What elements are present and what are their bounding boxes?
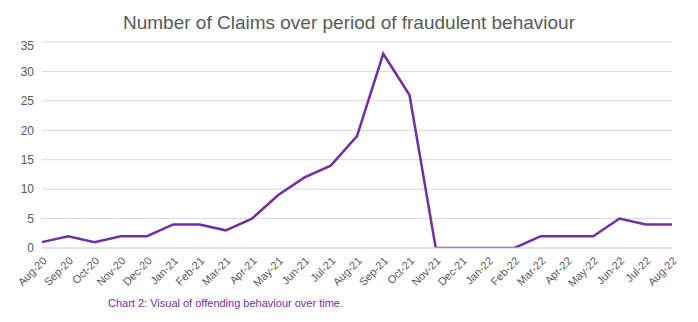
svg-text:Mar-22: Mar-22 xyxy=(515,254,548,287)
svg-text:5: 5 xyxy=(27,212,34,226)
html-text:Number of Claims over period o: Number of Claims over period of fraudule… xyxy=(123,12,575,33)
svg-text:30: 30 xyxy=(21,65,35,79)
svg-text:Jul-21: Jul-21 xyxy=(308,254,338,285)
svg-text:Apr-21: Apr-21 xyxy=(227,254,259,287)
svg-text:Dec-20: Dec-20 xyxy=(120,254,154,288)
svg-text:Nov-21: Nov-21 xyxy=(409,254,443,288)
svg-text:15: 15 xyxy=(21,153,35,167)
svg-text:Jun-21: Jun-21 xyxy=(279,254,311,286)
svg-text:Mar-21: Mar-21 xyxy=(200,254,233,287)
svg-text:Jan-22: Jan-22 xyxy=(462,254,496,287)
svg-text:10: 10 xyxy=(21,182,35,196)
svg-text:Jan-21: Jan-21 xyxy=(147,254,181,287)
svg-text:Aug-21: Aug-21 xyxy=(330,254,364,288)
svg-text:35: 35 xyxy=(21,39,35,53)
svg-text:Sep-20: Sep-20 xyxy=(42,254,76,288)
html-text:Chart 2: Visual of offending b: Chart 2: Visual of offending behaviour o… xyxy=(108,297,343,309)
svg-text:May-22: May-22 xyxy=(566,254,600,288)
svg-text:0: 0 xyxy=(27,241,34,255)
svg-text:Nov-20: Nov-20 xyxy=(94,254,128,288)
svg-text:Sep-21: Sep-21 xyxy=(357,254,391,288)
svg-text:Dec-21: Dec-21 xyxy=(435,254,469,288)
svg-text:Jun-22: Jun-22 xyxy=(594,254,626,286)
svg-text:Feb-22: Feb-22 xyxy=(488,254,521,287)
svg-text:Oct-20: Oct-20 xyxy=(69,254,102,287)
svg-text:Jul-22: Jul-22 xyxy=(623,254,653,285)
svg-text:20: 20 xyxy=(21,124,35,138)
svg-text:Aug-20: Aug-20 xyxy=(15,254,49,288)
svg-text:Feb-21: Feb-21 xyxy=(173,254,206,287)
svg-text:May-21: May-21 xyxy=(251,254,285,288)
svg-text:Aug-22: Aug-22 xyxy=(645,254,679,288)
svg-text:Oct-21: Oct-21 xyxy=(384,254,417,287)
svg-text:25: 25 xyxy=(21,94,35,108)
svg-text:Apr-22: Apr-22 xyxy=(542,254,574,287)
